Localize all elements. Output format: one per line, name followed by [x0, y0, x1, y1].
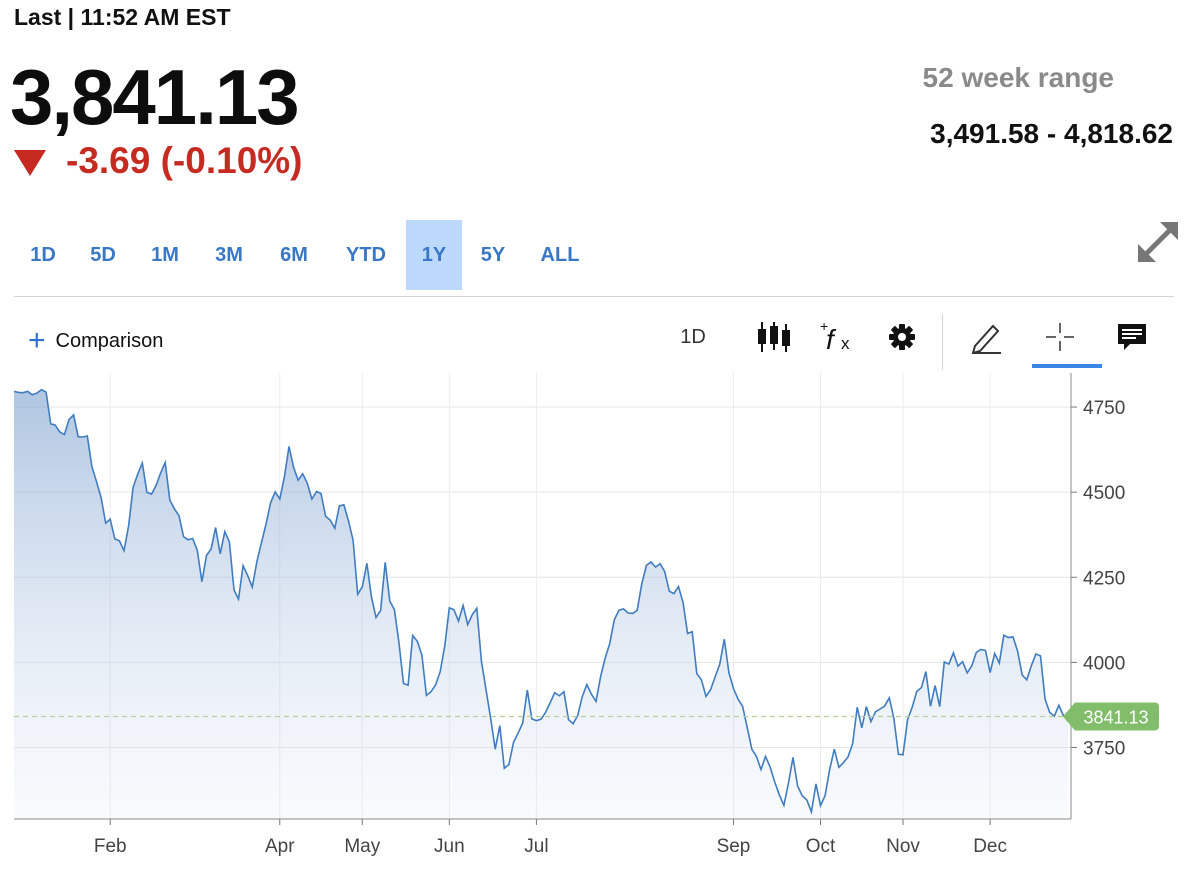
down-triangle-icon: [14, 150, 46, 176]
tab-1m[interactable]: 1M: [151, 244, 179, 266]
tab-3m[interactable]: 3M: [215, 244, 243, 266]
svg-text:x: x: [841, 334, 850, 353]
y-tick-label: 4000: [1083, 653, 1125, 674]
x-tick-label: Sep: [717, 836, 751, 857]
crosshair-icon[interactable]: [1040, 312, 1080, 362]
y-tick-label: 4500: [1083, 483, 1125, 504]
function-icon[interactable]: + f x: [816, 312, 860, 362]
gear-icon[interactable]: [882, 312, 922, 362]
tab-1d[interactable]: 1D: [30, 244, 56, 266]
toolbar-divider: [942, 314, 943, 370]
interval-selector[interactable]: 1D: [680, 325, 706, 348]
price-area-fill: [14, 389, 1068, 819]
y-tick-label: 4250: [1083, 568, 1125, 589]
52-week-range-label: 52 week range: [922, 62, 1114, 93]
svg-text:+: +: [820, 318, 828, 334]
current-price: 3,841.13: [10, 53, 300, 141]
y-tick-label: 3750: [1083, 739, 1125, 760]
chart-toolbar: 1D + f x: [0, 312, 1200, 372]
add-comparison-button[interactable]: + Comparison: [28, 324, 164, 357]
price-chart[interactable]: 4750 4500 4250 4000 3750 Feb Apr May Jun Jul Sep Oc…: [0, 373, 1200, 873]
pencil-icon[interactable]: [964, 312, 1008, 362]
expand-icon[interactable]: [1134, 218, 1182, 266]
x-tick-label: Jul: [524, 836, 548, 857]
price-change-value: -3.69 (-0.10%): [66, 140, 303, 181]
x-tick-label: Feb: [94, 836, 127, 857]
crosshair-active-indicator: [1032, 364, 1102, 368]
52-week-range-value: 3,491.58 - 4,818.62: [930, 118, 1173, 149]
last-value-label: 3841.13: [1083, 707, 1148, 727]
tabs-divider: [14, 296, 1174, 297]
candlestick-icon[interactable]: [752, 312, 796, 362]
price-change: -3.69 (-0.10%): [14, 140, 303, 182]
x-tick-label: Dec: [973, 836, 1007, 857]
comment-icon[interactable]: [1112, 312, 1152, 362]
tab-ytd[interactable]: YTD: [346, 244, 386, 266]
last-value-tag: [1063, 702, 1159, 731]
last-updated-label: Last | 11:52 AM EST: [14, 4, 231, 30]
tab-5y[interactable]: 5Y: [480, 244, 506, 266]
x-tick-label: Oct: [806, 836, 836, 857]
y-tick-label: 4750: [1083, 398, 1125, 419]
tab-6m[interactable]: 6M: [280, 244, 308, 266]
x-tick-label: Jun: [434, 836, 465, 857]
x-tick-label: Nov: [886, 836, 920, 857]
x-tick-label: Apr: [265, 836, 295, 857]
price-line: [13, 388, 1069, 815]
comparison-label: Comparison: [55, 329, 164, 352]
tab-5d[interactable]: 5D: [90, 244, 116, 266]
x-tick-label: May: [344, 836, 380, 857]
tab-1y[interactable]: 1Y: [406, 220, 462, 290]
svg-text:f: f: [826, 324, 837, 355]
plus-icon: +: [28, 324, 46, 357]
time-range-tabs: 1D 5D 1M 3M 6M YTD 1Y 5Y ALL: [14, 220, 596, 290]
tab-all[interactable]: ALL: [540, 244, 580, 266]
